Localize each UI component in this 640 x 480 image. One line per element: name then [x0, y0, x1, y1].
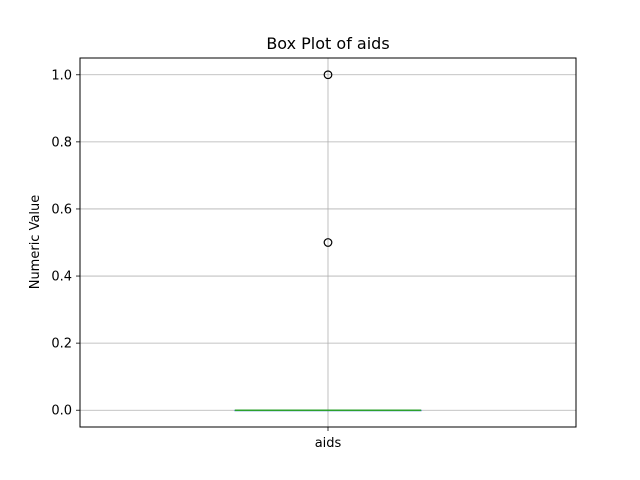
- chart-title: Box Plot of aids: [266, 34, 389, 53]
- y-tick-label: 1.0: [51, 68, 72, 83]
- y-axis-label: Numeric Value: [28, 195, 43, 290]
- y-tick-label: 0.8: [51, 135, 72, 150]
- marks-layer: [234, 70, 422, 412]
- axes-layer: 0.0 0.2 0.4 0.6 0.8 1.0 aids: [51, 68, 341, 451]
- y-tick-label: 0.6: [51, 202, 72, 217]
- outlier-point: [323, 238, 333, 247]
- x-tick-label: aids: [315, 436, 342, 451]
- y-tick-label: 0.2: [51, 337, 72, 352]
- grid-layer: [80, 58, 576, 427]
- y-tick-label: 0.4: [51, 270, 72, 285]
- y-tick-label: 0.0: [51, 404, 72, 419]
- outlier-point: [323, 70, 333, 80]
